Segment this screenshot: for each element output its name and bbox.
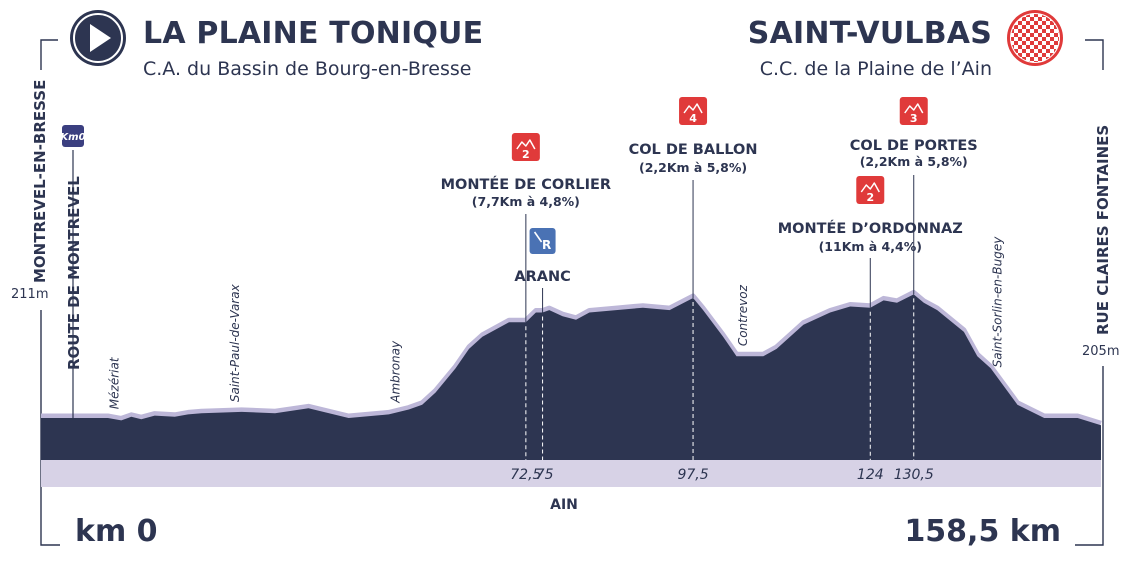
climb-name: COL DE BALLON bbox=[629, 142, 758, 158]
finish-km-label: 158,5 km bbox=[904, 514, 1061, 549]
department-band bbox=[41, 460, 1101, 487]
start-km-label: km 0 bbox=[75, 514, 158, 549]
climb-details: (7,7Km à 4,8%) bbox=[472, 194, 580, 209]
climb-name: COL DE PORTES bbox=[850, 138, 978, 154]
climb-km-label: 130,5 bbox=[894, 467, 934, 483]
locality-label: Saint-Sorlin-en-Bugey bbox=[990, 236, 1004, 368]
start-altitude: 211m bbox=[11, 287, 49, 302]
climb-details: (2,2Km à 5,8%) bbox=[639, 160, 747, 175]
climb-km-label: 124 bbox=[857, 467, 884, 483]
locality-label: Ambronay bbox=[388, 340, 402, 404]
finish-city: SAINT-VULBAS bbox=[747, 16, 992, 51]
sprint-name: ARANC bbox=[514, 269, 570, 285]
climb-details: (2,2Km à 5,8%) bbox=[860, 154, 968, 169]
locality-label: Saint-Paul-de-Varax bbox=[228, 283, 242, 402]
finish-flag-icon bbox=[1006, 9, 1064, 67]
climb-category-icon: 2 bbox=[511, 133, 540, 161]
climb-category-icon: 3 bbox=[899, 97, 928, 125]
climb-details: (11Km à 4,4%) bbox=[819, 239, 922, 254]
svg-text:R: R bbox=[542, 238, 551, 252]
start-area: C.A. du Bassin de Bourg-en-Bresse bbox=[143, 58, 472, 80]
start-route-label: ROUTE DE MONTREVEL bbox=[65, 176, 83, 370]
start-flag-icon bbox=[69, 9, 127, 67]
locality-label: Mézériat bbox=[108, 356, 122, 409]
climb-name: MONTÉE D’ORDONNAZ bbox=[778, 220, 963, 237]
climb-km-label: 72,5 bbox=[510, 467, 541, 483]
profile-edge-line bbox=[41, 289, 1102, 426]
km0-badge-label: Km0 bbox=[60, 132, 85, 143]
climb-name: MONTÉE DE CORLIER bbox=[441, 176, 611, 193]
svg-text:2: 2 bbox=[866, 191, 874, 204]
start-city: LA PLAINE TONIQUE bbox=[143, 16, 484, 51]
finish-area: C.C. de la Plaine de l’Ain bbox=[759, 58, 992, 80]
climb-km-label: 97,5 bbox=[677, 467, 708, 483]
sprint-badge-icon: R bbox=[529, 228, 556, 254]
climb-category-icon: 4 bbox=[679, 97, 708, 125]
svg-text:3: 3 bbox=[910, 112, 918, 125]
finish-altitude: 205m bbox=[1082, 344, 1120, 359]
profile-area bbox=[41, 294, 1101, 460]
locality-label: Contrevoz bbox=[736, 284, 750, 346]
svg-text:4: 4 bbox=[689, 112, 697, 125]
km0-badge-icon bbox=[62, 125, 84, 147]
climb-category-icon: 2 bbox=[856, 176, 885, 204]
sprint-km-label: 75 bbox=[536, 467, 554, 483]
svg-text:2: 2 bbox=[522, 148, 530, 161]
department-label: AIN bbox=[550, 497, 578, 513]
